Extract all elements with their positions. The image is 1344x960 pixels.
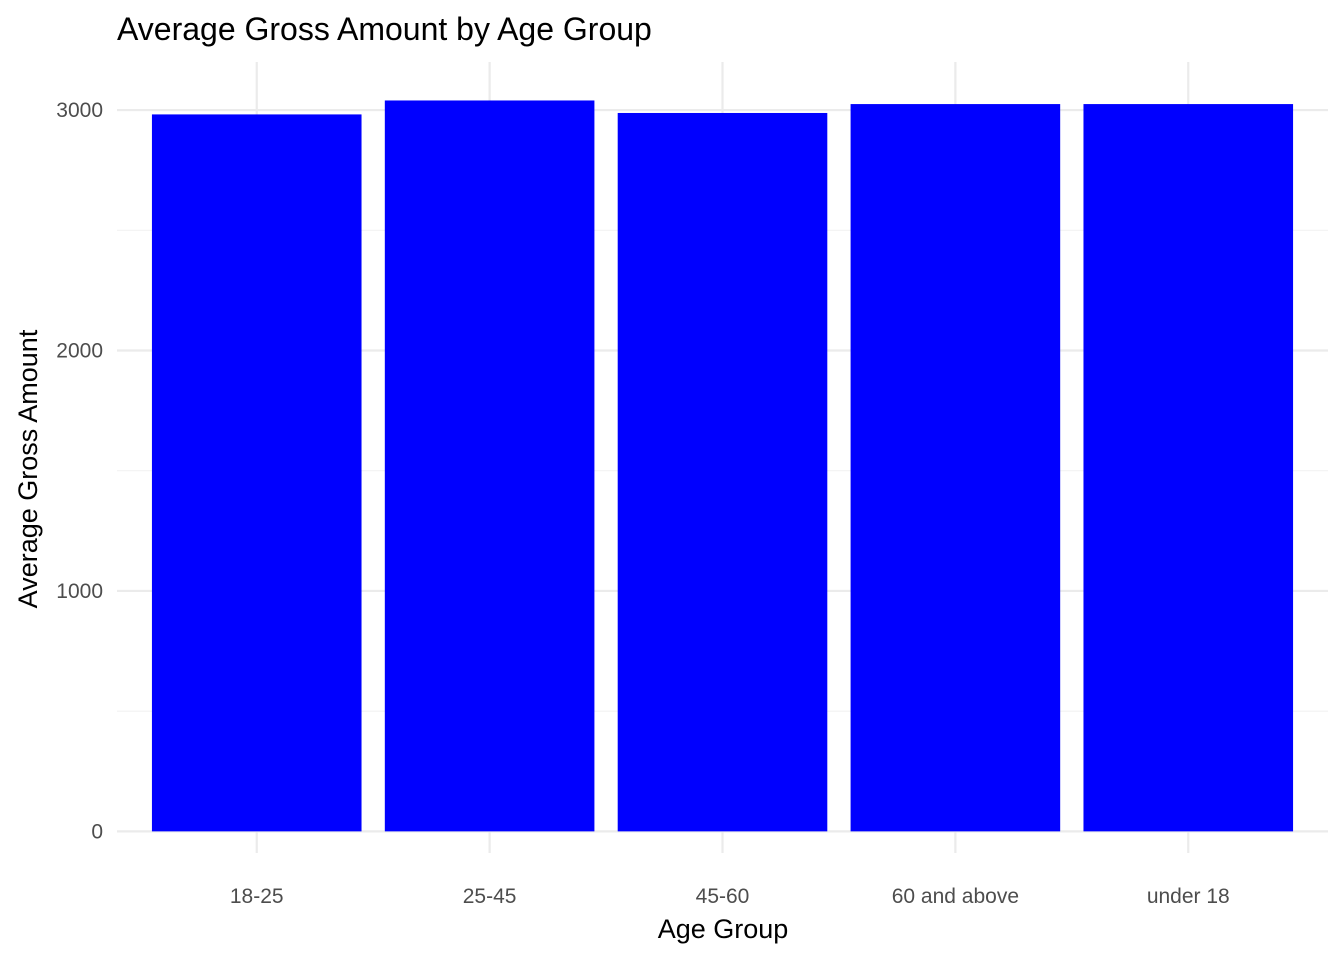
x-tick-label: 25-45 bbox=[463, 885, 517, 908]
bar-under-18 bbox=[1083, 104, 1294, 832]
bars bbox=[151, 100, 1294, 832]
y-tick-label: 1000 bbox=[56, 580, 103, 603]
y-tick-label: 2000 bbox=[56, 340, 103, 363]
y-tick-label: 3000 bbox=[56, 99, 103, 122]
y-axis-ticks: 0 1000 2000 3000 bbox=[56, 99, 103, 843]
x-tick-label: 18-25 bbox=[230, 885, 284, 908]
x-tick-label: 60 and above bbox=[892, 885, 1019, 908]
bar-18-25 bbox=[151, 114, 362, 832]
x-axis-title: Age Group bbox=[658, 914, 789, 944]
chart-title: Average Gross Amount by Age Group bbox=[117, 11, 652, 47]
bar-25-45 bbox=[384, 100, 595, 832]
x-tick-label: under 18 bbox=[1147, 885, 1230, 908]
x-axis-ticks: 18-25 25-45 45-60 60 and above under 18 bbox=[230, 885, 1230, 908]
x-tick-label: 45-60 bbox=[696, 885, 750, 908]
bar-60-and-above bbox=[850, 104, 1061, 832]
bar-45-60 bbox=[617, 112, 828, 832]
y-axis-title: Average Gross Amount bbox=[13, 329, 43, 608]
y-tick-label: 0 bbox=[91, 820, 103, 843]
